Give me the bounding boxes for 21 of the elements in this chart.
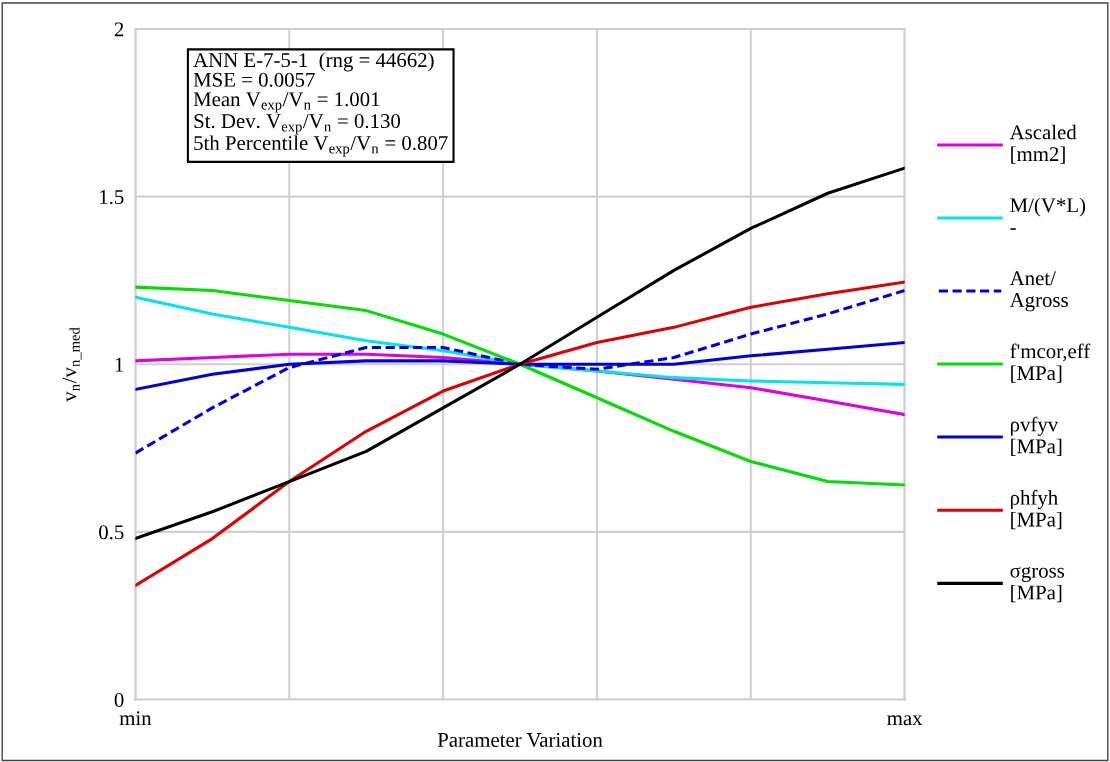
legend-label: M/(V*L) -: [1010, 197, 1086, 230]
legend-label: Anet/ Agross: [1009, 271, 1068, 312]
text: ANN E-7-5-1 (rng = 44662) MSE = 0.0057 Mean V$_{exp}$/V$_{n}$ = 1.001 St. Dev. V$_{exp}$/V$_{n}$ = 0.130 5th Percentile V$_{exp}$/V$_{n}$ = 0.807: [193, 52, 448, 157]
y-tick-label: 0: [114, 692, 124, 707]
x-tick-label: min: [119, 711, 152, 726]
y-tick-label: 1: [115, 357, 124, 372]
line-series: [135, 280, 905, 588]
line-series: [135, 288, 905, 455]
line-series: [135, 285, 905, 487]
legend-label: ρhfyh [MPa]: [1010, 489, 1062, 530]
y-tick-label: 2: [114, 22, 124, 37]
x-tick-label: max: [887, 715, 923, 726]
y-tick-label: 0.5: [99, 525, 124, 540]
y-axis-title: v$_{n}$/v$_{n_med}$: [62, 327, 82, 402]
x-axis-title: Parameter Variation: [437, 732, 603, 748]
legend-label: ρvfyv [MPa]: [1010, 416, 1062, 456]
legend-label: f'mcor,eff [MPa]: [1010, 343, 1091, 383]
line-series: [135, 166, 905, 541]
legend-label: Ascaled [mm2]: [1009, 124, 1077, 164]
legend-label: σgross [MPa]: [1010, 566, 1065, 603]
y-tick-label: 1.5: [100, 190, 124, 205]
